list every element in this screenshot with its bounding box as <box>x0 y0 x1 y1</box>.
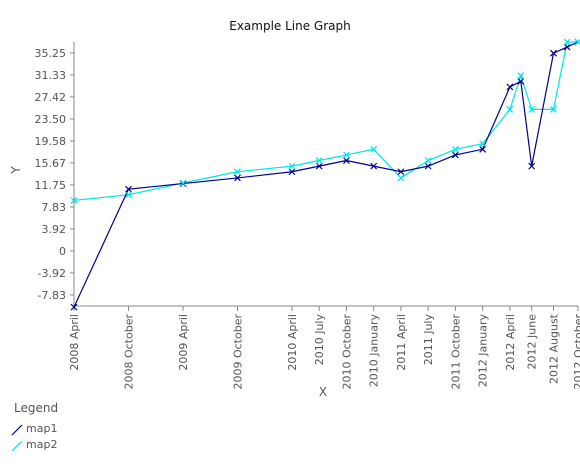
data-point-map1 <box>315 162 323 170</box>
y-tick-label: 15.67 <box>35 157 67 170</box>
x-axis-label: X <box>319 385 327 399</box>
y-tick-label: 3.92 <box>42 223 67 236</box>
y-tick-label: 19.58 <box>35 135 67 148</box>
data-point-map2 <box>234 168 241 176</box>
series-layer <box>70 38 580 311</box>
series-line-map1 <box>73 41 579 308</box>
y-axis-ticks: -7.83 -3.92 0 3.92 7.83 11.75 15.67 19.58 23.50 2… <box>35 47 74 302</box>
series-line-map2 <box>73 41 578 201</box>
y-tick-label: 27.42 <box>35 91 67 104</box>
x-tick-label: 2012 August <box>547 313 560 384</box>
data-point-map2 <box>506 105 514 113</box>
data-point-map1 <box>370 162 378 170</box>
data-point-map1 <box>517 77 525 85</box>
data-point-map2 <box>343 151 350 159</box>
x-tick-label: 2011 July <box>422 314 435 366</box>
x-tick-label: 2011 October <box>449 314 462 390</box>
data-point-map2 <box>70 196 78 204</box>
data-point-map2 <box>528 105 536 113</box>
y-tick-label: -3.92 <box>38 267 66 280</box>
data-point-map2 <box>574 38 580 46</box>
y-tick-label: -7.83 <box>38 289 66 302</box>
x-tick-label: 2012 October <box>572 314 580 390</box>
y-axis-label: Y <box>9 166 23 175</box>
y-tick-label: 0 <box>59 245 66 258</box>
x-tick-label: 2011 April <box>395 314 408 371</box>
x-tick-label: 2010 July <box>313 314 326 366</box>
data-point-map1 <box>234 174 241 182</box>
data-point-map2 <box>125 191 132 199</box>
data-point-map2 <box>288 162 296 170</box>
x-tick-label: 2012 January <box>477 314 490 388</box>
y-tick-label: 35.25 <box>35 47 67 60</box>
x-tick-label: 2012 June <box>526 314 539 370</box>
legend-title: Legend <box>14 401 58 415</box>
data-point-map1 <box>563 43 571 51</box>
data-point-map1 <box>70 303 78 311</box>
data-point-map1 <box>451 151 459 159</box>
data-point-map1 <box>479 145 487 153</box>
data-point-map1 <box>506 83 514 91</box>
data-point-map2 <box>550 105 557 113</box>
data-point-map1 <box>424 162 432 170</box>
data-point-map2 <box>517 72 525 80</box>
x-tick-label: 2008 October <box>122 314 135 390</box>
x-axis-ticks: 2008 April 2008 October 2009 April 2009 Oct… <box>68 306 580 390</box>
data-point-map2 <box>179 179 187 187</box>
x-tick-label: 2012 April <box>504 314 517 371</box>
x-tick-label: 2010 January <box>368 314 381 388</box>
data-point-map2 <box>563 38 571 46</box>
data-point-map2 <box>451 145 459 153</box>
data-point-map1 <box>397 168 405 176</box>
data-point-map2 <box>479 140 487 148</box>
x-tick-label: 2010 October <box>340 314 353 390</box>
data-point-map1 <box>528 162 536 170</box>
data-point-map1 <box>125 185 132 193</box>
x-tick-label: 2010 April <box>286 314 299 371</box>
data-point-map2 <box>315 157 323 164</box>
legend: Legend map1 map2 <box>11 401 58 452</box>
x-tick-label: 2009 April <box>177 314 190 371</box>
data-point-map1 <box>343 157 350 164</box>
y-tick-label: 23.50 <box>35 113 67 126</box>
y-tick-label: 11.75 <box>35 179 67 192</box>
legend-swatch-map1 <box>11 424 23 436</box>
legend-label-map2: map2 <box>26 438 57 451</box>
data-point-map2 <box>370 145 378 153</box>
legend-swatch-map2 <box>11 440 23 452</box>
data-point-map1 <box>550 49 557 57</box>
data-point-map1 <box>288 168 296 176</box>
x-tick-label: 2008 April <box>68 314 81 371</box>
y-tick-label: 7.83 <box>42 201 67 214</box>
y-tick-label: 31.33 <box>35 69 67 82</box>
legend-items: map1 map2 <box>11 422 57 452</box>
data-point-map2 <box>424 157 432 164</box>
chart-title: Example Line Graph <box>229 19 351 33</box>
data-point-map2 <box>397 174 405 182</box>
legend-label-map1: map1 <box>26 422 57 435</box>
x-tick-label: 2009 October <box>231 314 244 390</box>
